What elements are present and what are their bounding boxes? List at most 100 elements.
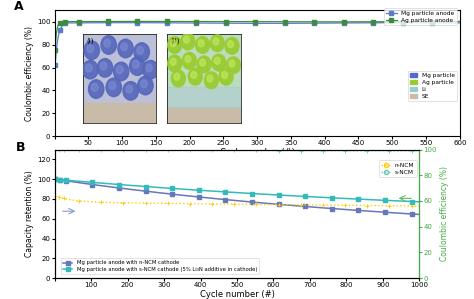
Circle shape xyxy=(182,52,196,69)
Mg particle anode xyxy=(148,21,154,25)
Line: Mg particle anode: Mg particle anode xyxy=(54,21,461,67)
Ag particle anode xyxy=(300,20,305,24)
Mg particle anode with n-NCM cathode xyxy=(229,198,235,202)
Circle shape xyxy=(229,60,235,67)
Y-axis label: Capacity retention (%): Capacity retention (%) xyxy=(25,170,34,257)
Circle shape xyxy=(134,43,149,61)
Text: A: A xyxy=(14,0,24,13)
Ag particle anode xyxy=(55,23,61,26)
Circle shape xyxy=(141,80,147,88)
Mg particle anode xyxy=(65,21,71,25)
Circle shape xyxy=(91,83,98,91)
X-axis label: Cycle number (#): Cycle number (#) xyxy=(220,148,294,157)
Mg particle anode with s-NCM cathode (5% Li₃N additive in cathode) xyxy=(146,185,151,189)
Circle shape xyxy=(87,45,93,52)
Circle shape xyxy=(118,39,133,58)
Mg particle anode with s-NCM cathode (5% Li₃N additive in cathode) xyxy=(52,177,58,181)
Mg particle anode with s-NCM cathode (5% Li₃N additive in cathode) xyxy=(338,196,344,200)
Circle shape xyxy=(172,70,185,87)
Mg particle anode xyxy=(300,22,305,25)
Circle shape xyxy=(84,41,100,60)
Legend: Mg particle, Ag particle, Li, SE: Mg particle, Ag particle, Li, SE xyxy=(408,71,457,101)
Mg particle anode xyxy=(55,34,61,37)
Circle shape xyxy=(185,56,191,62)
Circle shape xyxy=(113,62,129,81)
Mg particle anode xyxy=(58,27,64,31)
Mg particle anode with s-NCM cathode (5% Li₃N additive in cathode) xyxy=(229,190,235,194)
Line: Mg particle anode with s-NCM cathode (5% Li₃N additive in cathode): Mg particle anode with s-NCM cathode (5%… xyxy=(53,178,421,203)
Ag particle anode xyxy=(426,20,431,23)
Mg particle anode with n-NCM cathode xyxy=(54,178,59,181)
Mg particle anode with n-NCM cathode xyxy=(52,177,58,181)
Mg particle anode with n-NCM cathode xyxy=(417,213,422,216)
Circle shape xyxy=(109,82,116,89)
Circle shape xyxy=(89,80,104,98)
Circle shape xyxy=(212,54,226,71)
Circle shape xyxy=(198,40,204,47)
Circle shape xyxy=(123,82,138,100)
Legend: n-NCM, s-NCM: n-NCM, s-NCM xyxy=(379,161,417,177)
Line: Mg particle anode with n-NCM cathode: Mg particle anode with n-NCM cathode xyxy=(53,178,421,216)
Mg particle anode xyxy=(123,21,128,25)
Mg particle anode xyxy=(426,21,431,25)
Circle shape xyxy=(196,36,210,53)
Circle shape xyxy=(104,39,110,47)
Circle shape xyxy=(137,46,144,54)
Line: Ag particle anode: Ag particle anode xyxy=(54,20,461,52)
Circle shape xyxy=(210,35,224,52)
Circle shape xyxy=(146,64,152,72)
Circle shape xyxy=(219,68,233,85)
Circle shape xyxy=(228,41,233,48)
Ag particle anode xyxy=(140,20,146,23)
Circle shape xyxy=(207,75,213,82)
Circle shape xyxy=(174,73,180,80)
Circle shape xyxy=(100,62,107,70)
Bar xyxy=(167,87,241,107)
Text: B: B xyxy=(16,141,26,153)
Circle shape xyxy=(143,60,158,79)
Circle shape xyxy=(188,68,202,85)
Text: (i): (i) xyxy=(86,37,93,44)
Circle shape xyxy=(183,36,189,43)
Circle shape xyxy=(204,72,219,89)
Mg particle anode with n-NCM cathode xyxy=(146,190,151,193)
Circle shape xyxy=(227,57,240,74)
Mg particle anode with s-NCM cathode (5% Li₃N additive in cathode) xyxy=(417,200,422,204)
Ag particle anode xyxy=(148,20,154,23)
Mg particle anode with n-NCM cathode xyxy=(354,208,359,212)
Ag particle anode xyxy=(52,49,58,52)
Text: (ii): (ii) xyxy=(170,37,180,44)
Legend: Mg particle anode with n-NCM cathode, Mg particle anode with s-NCM cathode (5% L: Mg particle anode with n-NCM cathode, Mg… xyxy=(61,258,259,274)
Circle shape xyxy=(168,36,182,53)
Mg particle anode with s-NCM cathode (5% Li₃N additive in cathode) xyxy=(354,197,359,201)
Mg particle anode xyxy=(457,21,463,25)
Ag particle anode xyxy=(457,20,463,23)
Bar xyxy=(83,34,156,103)
Circle shape xyxy=(170,40,176,47)
Circle shape xyxy=(213,38,219,45)
Circle shape xyxy=(191,71,197,78)
Circle shape xyxy=(225,37,239,54)
Mg particle anode with s-NCM cathode (5% Li₃N additive in cathode) xyxy=(54,178,59,181)
Bar xyxy=(167,34,241,87)
Ag particle anode xyxy=(58,21,64,24)
Circle shape xyxy=(214,57,220,64)
Circle shape xyxy=(222,71,228,78)
Circle shape xyxy=(126,85,133,93)
Circle shape xyxy=(170,58,176,65)
Circle shape xyxy=(106,78,121,97)
Bar xyxy=(167,107,241,123)
Y-axis label: Coulombic efficiency (%): Coulombic efficiency (%) xyxy=(25,26,34,121)
X-axis label: Cycle number (#): Cycle number (#) xyxy=(200,290,274,299)
Circle shape xyxy=(117,66,123,74)
Circle shape xyxy=(97,59,113,77)
Circle shape xyxy=(168,55,182,72)
Circle shape xyxy=(133,60,139,68)
Circle shape xyxy=(200,59,206,66)
Circle shape xyxy=(137,76,153,95)
Mg particle anode with n-NCM cathode xyxy=(349,208,355,212)
Circle shape xyxy=(85,64,92,72)
Ag particle anode xyxy=(65,20,71,23)
Circle shape xyxy=(121,43,128,51)
Circle shape xyxy=(197,56,211,73)
